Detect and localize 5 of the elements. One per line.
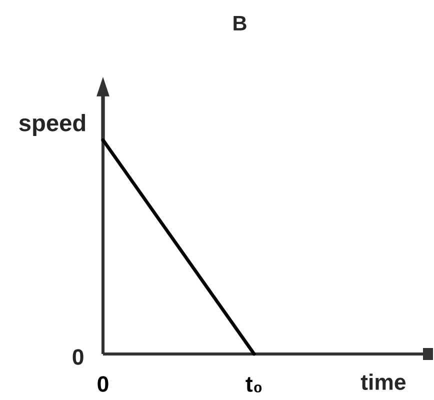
x-tick-label: t₀: [246, 377, 262, 392]
x-axis-title: time: [360, 374, 406, 390]
text: 0: [72, 349, 84, 365]
y-axis-title: speed: [19, 114, 86, 136]
chart-title: B: [234, 16, 246, 30]
